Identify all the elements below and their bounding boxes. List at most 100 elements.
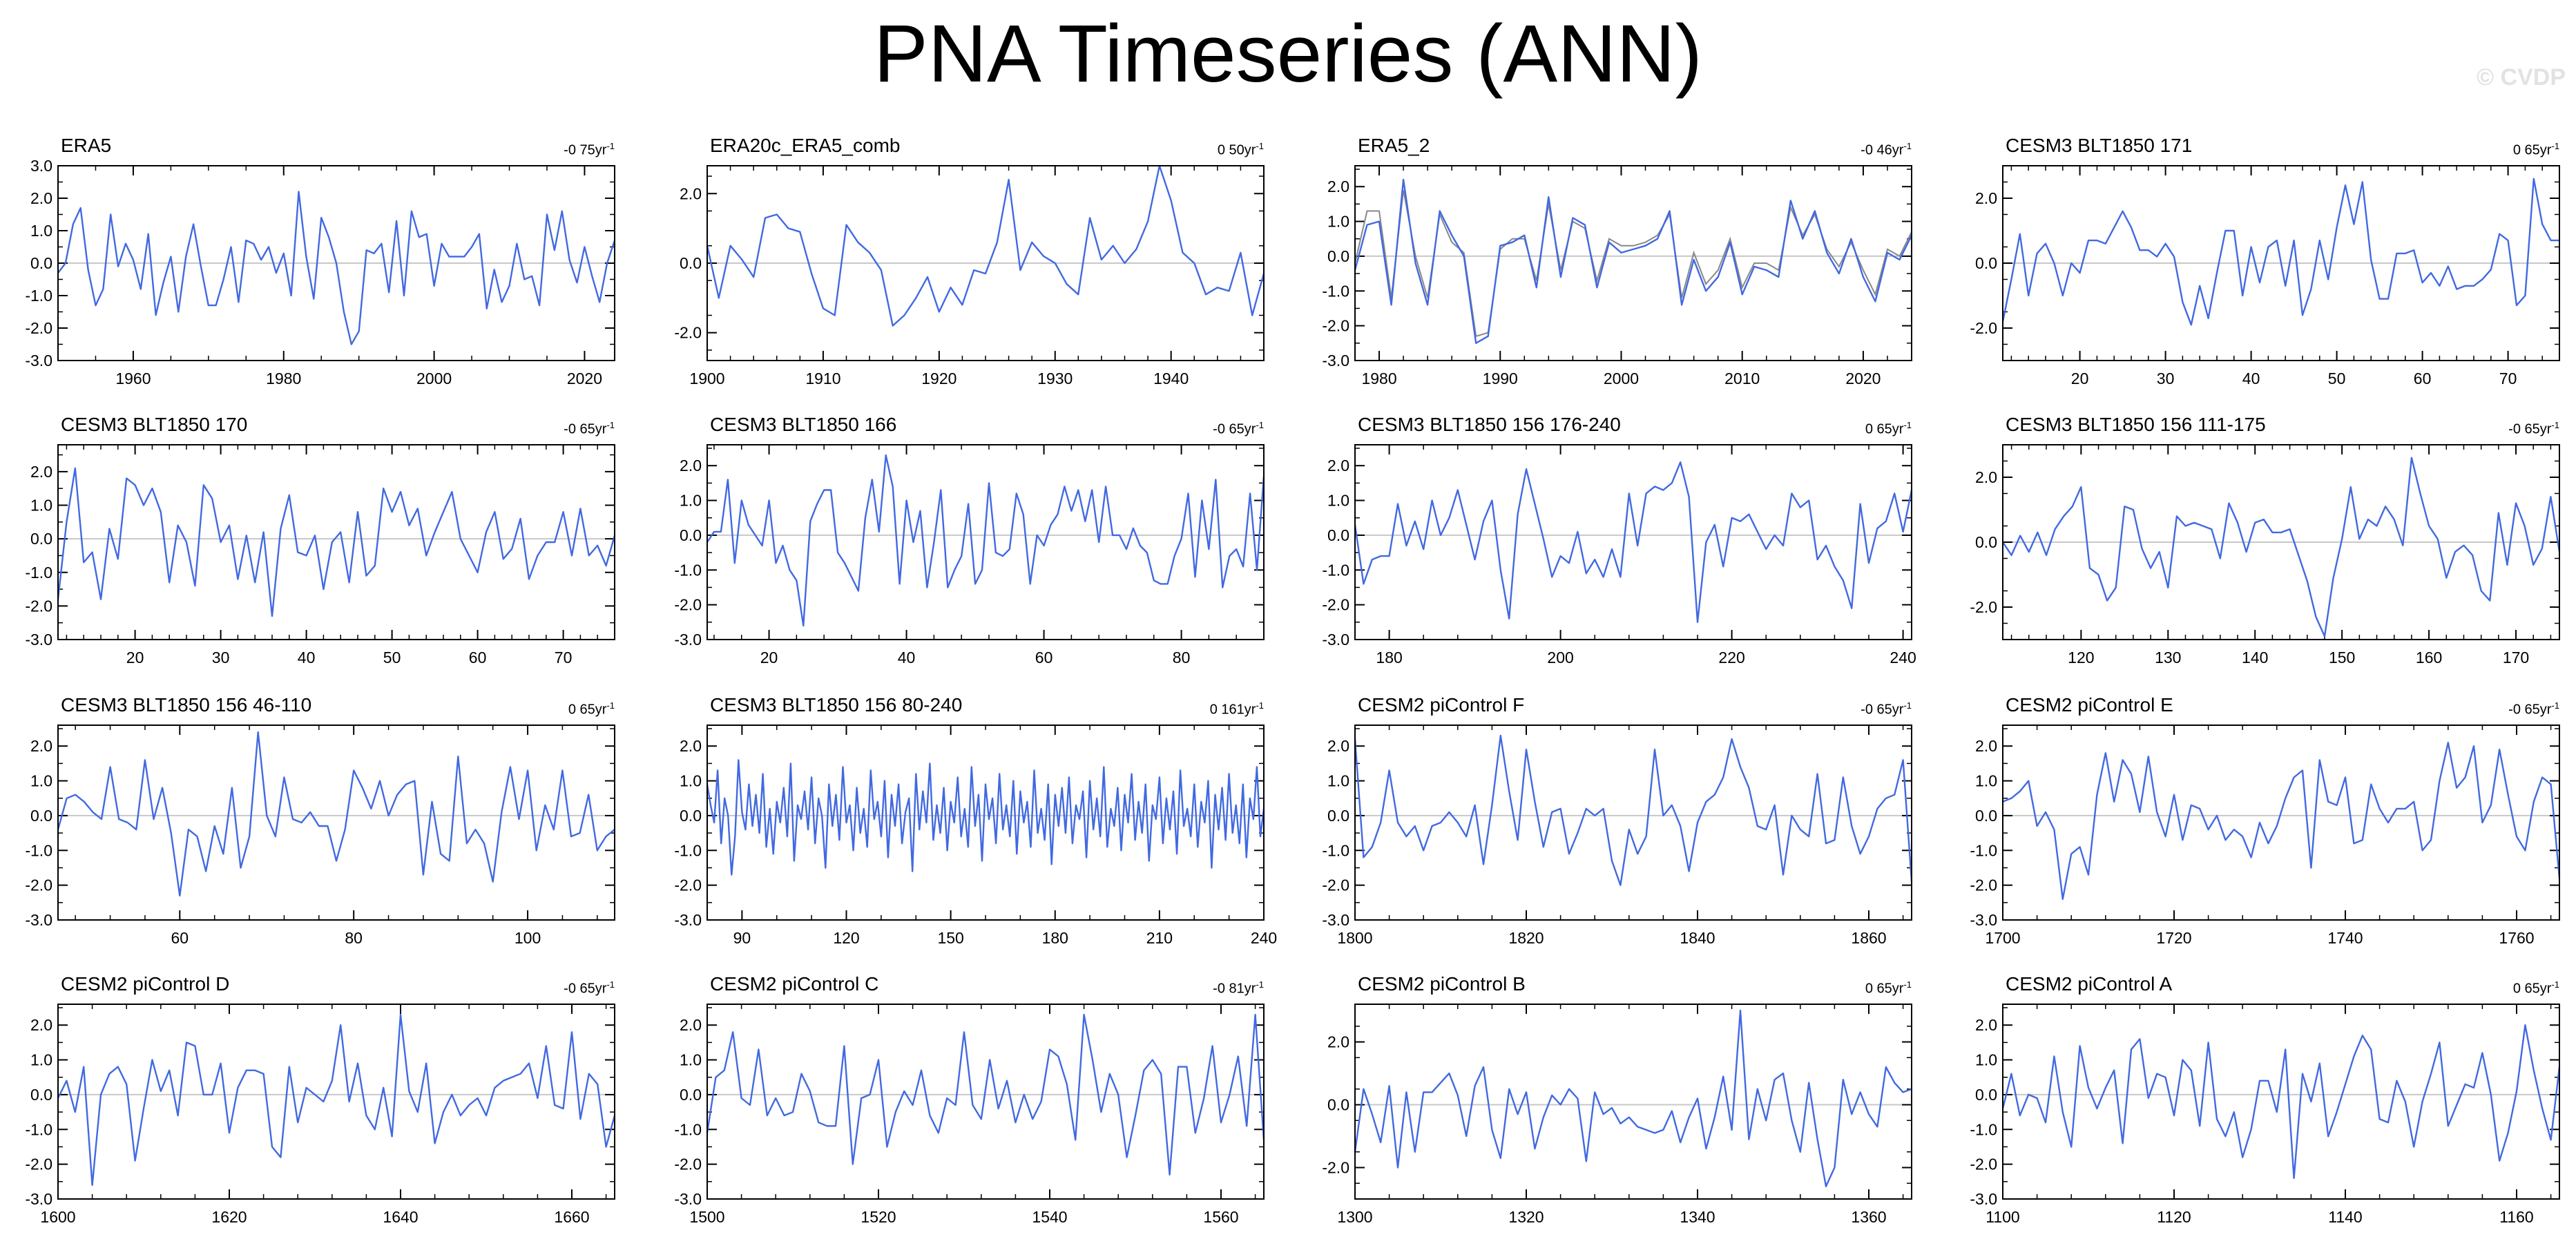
y-tick-label: 2.0 xyxy=(680,1016,702,1034)
y-tick-label: -2.0 xyxy=(1970,598,1997,616)
timeseries-panel: ERA5_2 -0 46yr-1 2.0 1.0 0.0 -1.0 -2.0 -3.0 1980… xyxy=(1300,131,1925,402)
panel-title: ERA5 xyxy=(61,135,112,156)
x-tick-label: 1100 xyxy=(1986,1208,2019,1226)
trend-unit-exponent: -1 xyxy=(2551,141,2559,151)
x-tick-label: 1920 xyxy=(921,370,957,387)
plot-frame xyxy=(57,725,615,921)
y-tick-label: 2.0 xyxy=(30,737,52,755)
trend-value: -0 81 xyxy=(1213,981,1244,997)
y-tick-label: 1.0 xyxy=(1975,1051,1997,1069)
x-tick-label: 40 xyxy=(298,649,316,666)
y-tick-label: 0.0 xyxy=(30,807,52,825)
x-tick-label: 90 xyxy=(733,929,751,947)
panel-title: CESM3 BLT1850 156 46-110 xyxy=(61,694,312,716)
y-tick-label: 0.0 xyxy=(1975,1086,1997,1104)
y-tick-label: -2.0 xyxy=(25,319,52,337)
trend-value: 0 65 xyxy=(1865,981,1892,997)
panel-plot: 2.0 1.0 0.0 -1.0 -2.0 -3.0 20 40 60 80 xyxy=(674,444,1265,666)
x-tick-label: 1760 xyxy=(2499,929,2534,947)
plot-frame xyxy=(1354,1004,1912,1200)
trend-value: -0 65 xyxy=(564,981,595,997)
plot-frame xyxy=(2002,725,2560,921)
timeseries-panel: CESM2 piControl B 0 65yr-1 2.0 0.0 -2.0 1300 1… xyxy=(1300,970,1925,1240)
plot-area: 2.0 1.0 0.0 -1.0 -2.0 -3.0 1980 1990 2000 2010 202… xyxy=(1322,165,1913,387)
trend-unit-exponent: -1 xyxy=(606,141,615,151)
pna-series-line xyxy=(57,1013,616,1187)
y-tick-label: -2.0 xyxy=(674,324,702,342)
x-tick-label: 1160 xyxy=(2499,1208,2533,1226)
y-tick-label: -3.0 xyxy=(1970,911,1997,929)
x-tick-label: 70 xyxy=(2499,370,2517,387)
x-tick-label: 2010 xyxy=(1724,370,1760,387)
panel-trend: -0 75yr-1 xyxy=(564,138,615,159)
plot-area: 2.0 0.0 -2.0 20 30 40 50 60 70 xyxy=(1970,165,2560,387)
y-tick-label: -2.0 xyxy=(1322,876,1349,894)
trend-unit-exponent: -1 xyxy=(1256,979,1264,990)
y-tick-label: 2.0 xyxy=(1327,177,1349,195)
y-tick-label: -3.0 xyxy=(1322,352,1349,370)
x-tick-label: 1910 xyxy=(805,370,840,387)
x-tick-label: 1520 xyxy=(861,1208,896,1226)
x-tick-label: 1900 xyxy=(689,370,724,387)
panel-trend: -0 65yr-1 xyxy=(2508,417,2559,438)
trend-unit: yr xyxy=(595,702,607,718)
trend-unit-exponent: -1 xyxy=(2551,979,2559,990)
plot-frame xyxy=(707,444,1265,640)
x-tick-label: 1120 xyxy=(2157,1208,2191,1226)
plot-area: 2.0 0.0 -2.0 1300 1320 1340 1360 xyxy=(1322,1004,1912,1226)
trend-unit-exponent: -1 xyxy=(1903,141,1912,151)
x-tick-label: 1720 xyxy=(2156,929,2191,947)
y-tick-label: -1.0 xyxy=(25,564,52,582)
plot-area: 2.0 1.0 0.0 -1.0 -2.0 -3.0 90 120 150 180 210 240 xyxy=(674,725,1277,947)
x-tick-label: 50 xyxy=(2328,370,2346,387)
plot-frame xyxy=(57,165,615,361)
y-tick-label: 0.0 xyxy=(680,807,702,825)
pna-series-line xyxy=(706,759,1265,876)
y-tick-label: 1.0 xyxy=(680,492,702,510)
y-tick-label: -2.0 xyxy=(1322,317,1349,335)
y-tick-label: 0.0 xyxy=(680,254,702,272)
plot-frame xyxy=(57,1004,615,1200)
y-tick-label: -1.0 xyxy=(1322,282,1349,300)
y-tick-label: 0.0 xyxy=(1327,526,1349,544)
y-tick-label: 1.0 xyxy=(1975,772,1997,790)
trend-unit-exponent: -1 xyxy=(606,420,615,430)
y-tick-label: 1.0 xyxy=(1327,492,1349,510)
panel-title: CESM2 piControl A xyxy=(2006,973,2173,995)
panel-plot: 2.0 1.0 0.0 -1.0 -2.0 -3.0 180 200 220 240 xyxy=(1322,444,1916,666)
y-tick-label: 2.0 xyxy=(1975,1016,1997,1034)
y-tick-label: -2.0 xyxy=(1322,596,1349,614)
y-tick-label: -1.0 xyxy=(1322,561,1349,579)
y-tick-label: -2.0 xyxy=(674,876,702,894)
y-tick-label: -1.0 xyxy=(25,841,52,859)
x-tick-label: 2020 xyxy=(1845,370,1881,387)
pna-series-line xyxy=(1354,1009,1912,1187)
plot-area: 2.0 1.0 0.0 -1.0 -2.0 -3.0 20 30 40 50 60 70 xyxy=(25,444,616,666)
trend-value: 0 65 xyxy=(2512,981,2540,997)
x-tick-label: 240 xyxy=(1890,649,1916,666)
y-tick-label: -3.0 xyxy=(25,631,52,649)
y-tick-label: 0.0 xyxy=(1327,1096,1349,1114)
panel-plot: 2.0 0.0 -2.0 1900 1910 1920 1930 1940 xyxy=(674,164,1265,387)
panel-plot: 2.0 0.0 -2.0 120 130 140 150 160 170 xyxy=(1970,444,2561,666)
y-tick-label: 2.0 xyxy=(680,457,702,474)
x-tick-label: 1300 xyxy=(1337,1208,1372,1226)
x-tick-label: 30 xyxy=(2157,370,2175,387)
obs-series-line xyxy=(1354,190,1912,338)
x-tick-label: 70 xyxy=(555,649,573,666)
x-tick-label: 1140 xyxy=(2328,1208,2362,1226)
trend-unit: yr xyxy=(1892,702,1904,718)
pna-series-line xyxy=(706,164,1265,327)
y-tick-label: -3.0 xyxy=(25,352,52,370)
x-tick-label: 60 xyxy=(171,929,189,947)
x-tick-label: 20 xyxy=(2071,370,2089,387)
trend-unit: yr xyxy=(1892,142,1904,158)
trend-unit: yr xyxy=(1244,142,1256,158)
panel-trend: 0 65yr-1 xyxy=(2513,138,2559,159)
panel-title: CESM2 piControl D xyxy=(61,973,230,995)
plot-frame xyxy=(707,1004,1265,1200)
trend-value: 0 161 xyxy=(1209,702,1244,718)
